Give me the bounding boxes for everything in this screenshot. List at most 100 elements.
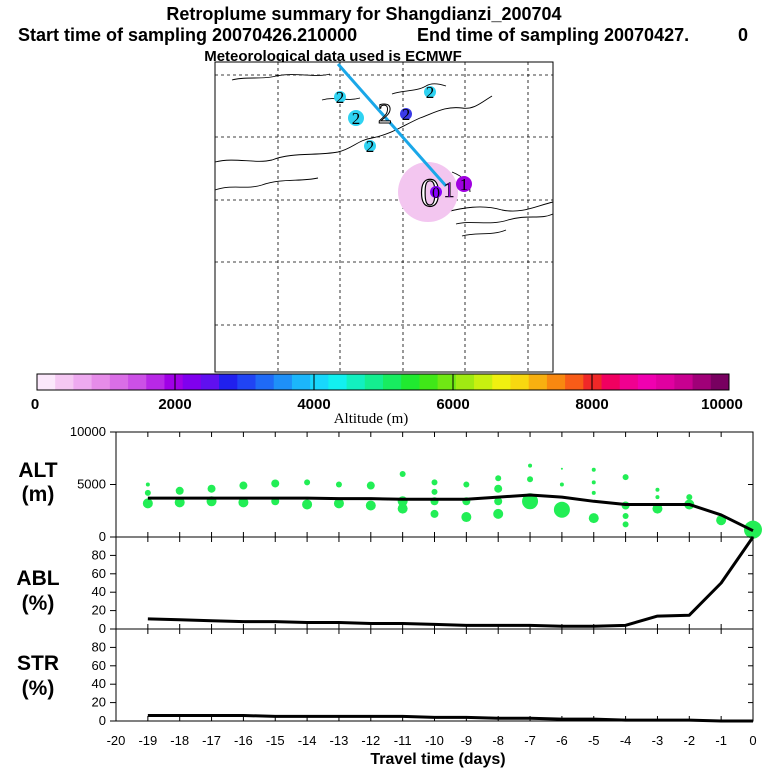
- colorbar-label: Altitude (m): [334, 411, 409, 427]
- x-tick-label: -13: [330, 733, 349, 748]
- colorbar-swatch: [128, 374, 147, 390]
- colorbar-swatch: [419, 374, 439, 390]
- scatter-point: [431, 479, 438, 486]
- svg-text:ABL: ABL: [16, 567, 59, 590]
- svg-text:1: 1: [460, 175, 469, 194]
- scatter-point: [493, 508, 504, 519]
- y-tick-label: 60: [92, 566, 106, 581]
- svg-text:(m): (m): [22, 483, 55, 506]
- x-tick-label: -15: [266, 733, 285, 748]
- x-tick-label: -8: [492, 733, 504, 748]
- scatter-point: [494, 497, 503, 506]
- scatter-point: [622, 521, 629, 528]
- svg-text:2: 2: [426, 83, 435, 102]
- scatter-point: [175, 486, 184, 495]
- colorbar-swatch: [328, 374, 347, 390]
- x-tick-label: -10: [425, 733, 444, 748]
- x-tick-label: -12: [361, 733, 380, 748]
- map-graticule: [215, 62, 553, 372]
- scatter-point: [495, 475, 502, 482]
- end-time-label: End time of sampling 20070427.: [417, 25, 689, 45]
- scatter-point: [655, 495, 660, 500]
- colorbar-tick-labels: 0 2000 4000 6000 8000 10000: [31, 396, 743, 413]
- scatter-point: [553, 501, 570, 518]
- scatter-point: [591, 480, 596, 485]
- colorbar-frame: [36, 373, 730, 391]
- series-line: [147, 536, 755, 628]
- colorbar-swatch: [273, 374, 293, 390]
- colorbar-tick-label: 6000: [436, 396, 469, 413]
- y-tick-label: 10000: [70, 424, 106, 439]
- scatter-point: [335, 481, 342, 488]
- x-tick-label: -4: [620, 733, 632, 748]
- cluster-label-7: 1: [456, 175, 472, 194]
- cluster-label-9: 1: [443, 177, 455, 203]
- colorbar-swatch: [674, 374, 693, 390]
- colorbar-swatch: [528, 374, 548, 390]
- x-tick-label: -18: [170, 733, 189, 748]
- x-tick-label: -17: [202, 733, 221, 748]
- scatter-point: [142, 498, 153, 509]
- scatter-point: [622, 513, 629, 519]
- map-frame: [214, 61, 554, 373]
- y-tick-label: 0: [99, 621, 106, 636]
- release-plume: [398, 162, 458, 222]
- colorbar-swatch: [455, 374, 475, 390]
- altitude-colorbar: [36, 373, 730, 391]
- x-tick-label: -16: [234, 733, 253, 748]
- svg-text:1: 1: [444, 177, 455, 202]
- scatter-point: [302, 499, 313, 510]
- colorbar-swatch: [219, 374, 238, 390]
- colorbar-swatch: [710, 374, 730, 390]
- colorbar-swatch: [182, 374, 202, 390]
- scatter-point: [207, 484, 216, 493]
- colorbar-swatch: [692, 374, 712, 390]
- colorbar-tick-label: 10000: [701, 396, 743, 413]
- scatter-point: [652, 503, 663, 514]
- scatter-point: [461, 512, 472, 523]
- colorbar-swatch: [146, 374, 165, 390]
- series-line: [147, 493, 754, 533]
- scatter-point: [430, 509, 439, 518]
- colorbar-swatch: [364, 374, 384, 390]
- svg-text:0: 0: [420, 170, 440, 215]
- colorbar-swatch: [474, 374, 493, 390]
- scatter-point: [397, 503, 408, 514]
- colorbar-swatch: [492, 374, 511, 390]
- y-tick-label: 60: [92, 658, 106, 673]
- y-tick-label: 0: [99, 713, 106, 728]
- scatter-point: [591, 490, 596, 495]
- svg-text:2: 2: [366, 137, 375, 156]
- colorbar-swatch: [237, 374, 256, 390]
- x-tick-label: -7: [524, 733, 536, 748]
- scatter-point: [463, 481, 470, 488]
- scatter-point: [145, 482, 150, 487]
- x-tick-label: -20: [107, 733, 126, 748]
- scatter-point: [522, 493, 539, 510]
- abl-chart: 0 20 40 60 80: [92, 536, 755, 636]
- x-tick-label: 0: [749, 733, 756, 748]
- scatter-point: [686, 494, 693, 501]
- cluster-markers: 2 2 2 2 2 2 1: [334, 83, 472, 216]
- svg-text:2: 2: [378, 99, 392, 130]
- y-tick-label: 40: [92, 584, 106, 599]
- x-tick-label: -19: [138, 733, 157, 748]
- colorbar-swatch: [437, 374, 457, 390]
- colorbar-swatch: [37, 374, 56, 390]
- cluster-label-8: 0: [419, 169, 440, 215]
- met-data-label: Meteorological data used is ECMWF: [204, 48, 462, 65]
- y-tick-label: 40: [92, 676, 106, 691]
- scatter-point: [239, 481, 248, 490]
- colorbar-swatch: [565, 374, 584, 390]
- x-tick-label: -6: [556, 733, 568, 748]
- scatter-point: [304, 479, 311, 486]
- svg-text:0: 0: [432, 185, 440, 202]
- scatter-point: [559, 482, 564, 487]
- scatter-point: [431, 488, 438, 495]
- colorbar-swatch: [546, 374, 566, 390]
- scatter-point: [144, 489, 151, 496]
- svg-text:(%): (%): [22, 677, 55, 700]
- end-time-suffix: 0: [738, 25, 748, 45]
